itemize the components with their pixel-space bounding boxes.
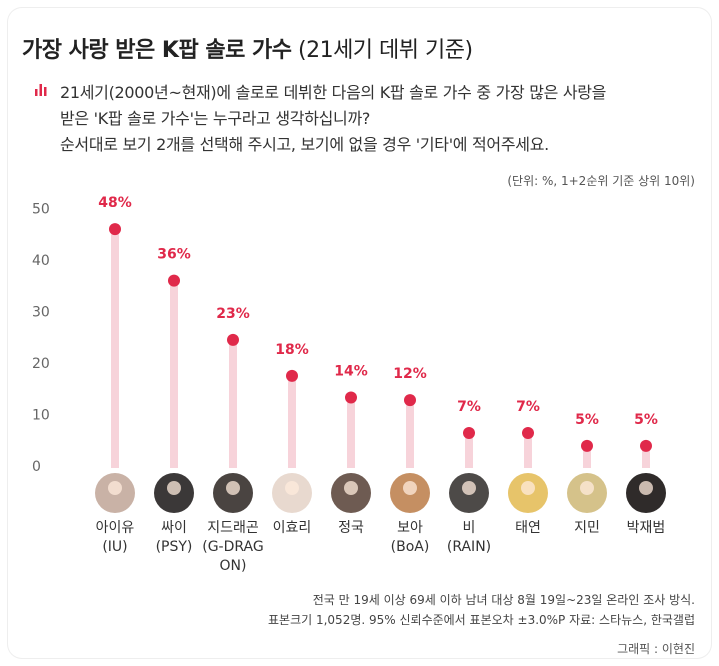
category-label: (IU) [102, 539, 127, 555]
category-label: 싸이 [161, 520, 187, 536]
data-point [168, 274, 180, 287]
value-label: 14% [334, 364, 368, 380]
avatar-face [521, 481, 535, 495]
lollipop-stem [524, 433, 532, 468]
data-point [286, 369, 298, 382]
category-label: 지드래곤 [207, 520, 259, 536]
y-tick-label: 30 [32, 305, 50, 321]
data-point [522, 427, 534, 440]
category-label: 지민 [574, 520, 600, 536]
value-label: 48% [98, 195, 132, 211]
category-label: 태연 [515, 520, 541, 536]
category-label: ON) [220, 558, 247, 574]
value-label: 12% [393, 366, 427, 382]
category-label: 보아 [397, 520, 423, 536]
category-label: 정국 [338, 520, 364, 536]
avatar-face [226, 481, 240, 495]
chart-card [8, 8, 711, 658]
value-label: 36% [157, 247, 191, 263]
avatar-face [108, 481, 122, 495]
lollipop-stem [583, 445, 591, 468]
lollipop-stem [642, 445, 650, 468]
question-line: 받은 'K팝 솔로 가수'는 누구라고 생각하십니까? [60, 109, 371, 128]
avatar-face [285, 481, 299, 495]
avatar-face [344, 481, 358, 495]
category-label: (BoA) [391, 539, 430, 555]
avatar-face [403, 481, 417, 495]
question-line: 21세기(2000년~현재)에 솔로로 데뷔한 다음의 K팝 솔로 가수 중 가… [60, 83, 607, 102]
bar-chart-icon [35, 84, 47, 96]
data-point [640, 439, 652, 452]
category-label: 아이유 [96, 520, 135, 536]
category-label: 박재범 [627, 520, 666, 536]
value-label: 7% [516, 399, 540, 415]
y-tick-label: 40 [32, 253, 50, 269]
data-point [581, 439, 593, 452]
avatar-face [462, 481, 476, 495]
data-point [463, 427, 475, 440]
category-label: (G-DRAG [202, 539, 263, 555]
avatar-face [639, 481, 653, 495]
y-tick-label: 50 [32, 202, 50, 218]
value-label: 5% [575, 412, 599, 428]
footnote: 전국 만 19세 이상 69세 이하 남녀 대상 8월 19일~23일 온라인 … [268, 590, 695, 630]
data-point [345, 391, 357, 404]
category-label: 비 [463, 520, 476, 536]
lollipop-stem [465, 433, 473, 468]
y-tick-label: 20 [32, 356, 50, 372]
lollipop-stem [229, 339, 237, 468]
data-point [404, 394, 416, 407]
category-label: 이효리 [273, 520, 312, 536]
data-point [109, 223, 121, 236]
lollipop-stem [347, 397, 355, 468]
value-label: 5% [634, 412, 658, 428]
page-title: 가장 사랑 받은 K팝 솔로 가수 (21세기 데뷔 기준) [22, 38, 473, 63]
value-label: 7% [457, 399, 481, 415]
value-label: 18% [275, 342, 309, 358]
category-label: (RAIN) [447, 539, 491, 555]
y-tick-label: 10 [32, 408, 50, 424]
avatar-face [580, 481, 594, 495]
graphic-credit: 그래픽 : 이현진 [617, 642, 695, 656]
value-label: 23% [216, 306, 250, 322]
avatar-face [167, 481, 181, 495]
lollipop-stem [111, 229, 119, 468]
footnote-line: 표본크기 1,052명. 95% 신뢰수준에서 표본오차 ±3.0%P 자료: … [268, 613, 695, 627]
lollipop-stem [406, 400, 414, 468]
lollipop-stem [288, 375, 296, 468]
unit-note: (단위: %, 1+2순위 기준 상위 10위) [507, 174, 695, 188]
data-point [227, 333, 239, 346]
y-tick-label: 0 [32, 459, 41, 475]
footnote-line: 전국 만 19세 이상 69세 이하 남녀 대상 8월 19일~23일 온라인 … [312, 593, 695, 607]
question-line: 순서대로 보기 2개를 선택해 주시고, 보기에 없을 경우 '기타'에 적어주… [60, 135, 549, 154]
lollipop-stem [170, 280, 178, 468]
survey-question: 21세기(2000년~현재)에 솔로로 데뷔한 다음의 K팝 솔로 가수 중 가… [60, 80, 700, 158]
category-label: (PSY) [156, 539, 193, 555]
